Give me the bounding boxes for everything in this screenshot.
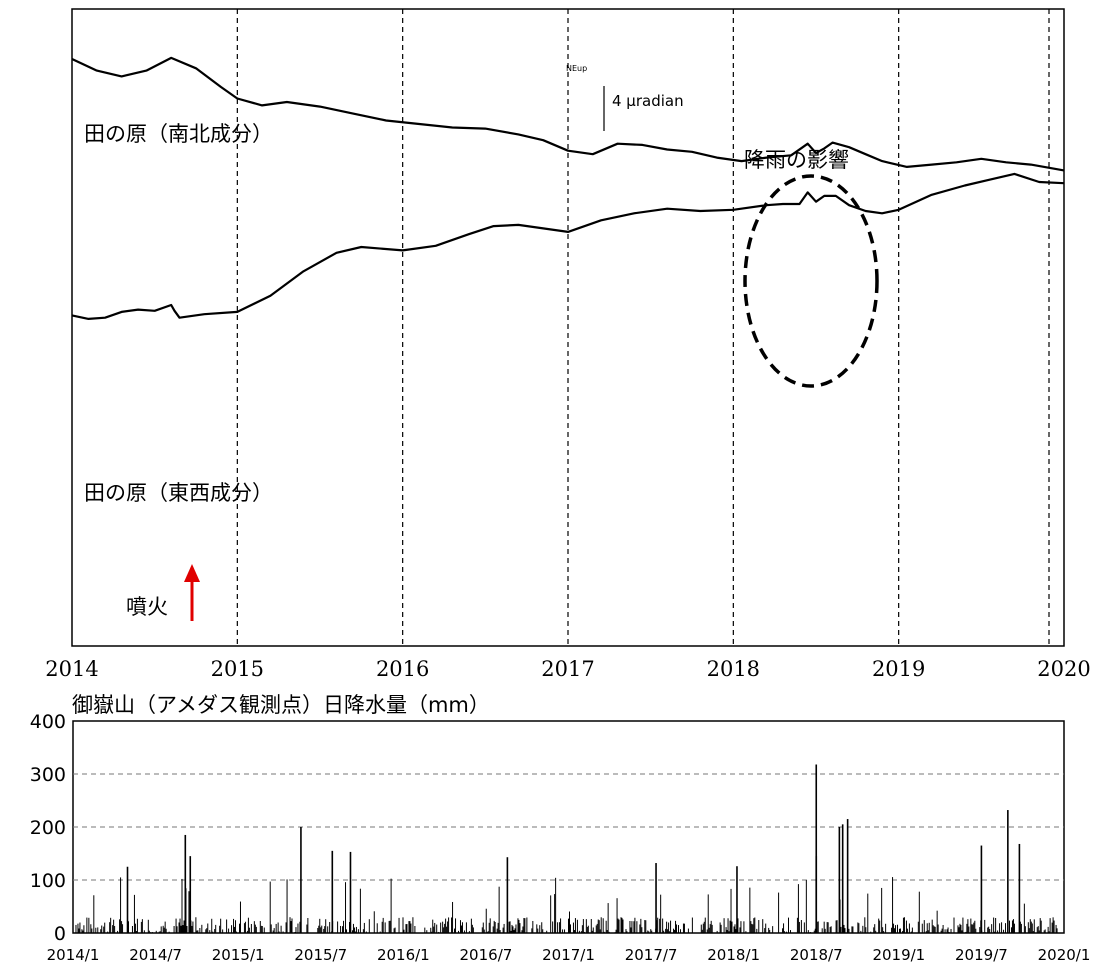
tilt-chart: 2014 2015 2016 2017 2018 2019 2020 田の原（南北成分） 田… xyxy=(45,8,1091,681)
eruption-arrow xyxy=(184,564,200,621)
rain-effect-ellipse xyxy=(743,174,879,388)
rainfall-x-tick-label: 2018/1 xyxy=(707,946,760,964)
rainfall-y-tick-label: 400 xyxy=(30,711,66,733)
ew-component-line xyxy=(71,172,1065,320)
scale-bar-label: 4 μradian xyxy=(612,92,684,110)
rainfall-y-tick-label: 300 xyxy=(30,764,66,786)
rainfall-x-tick-label: 2015/7 xyxy=(294,946,347,964)
rainfall-x-tick-label: 2016/7 xyxy=(460,946,513,964)
rainfall-x-tick-label: 2015/1 xyxy=(212,946,265,964)
year-tick-label: 2017 xyxy=(541,657,594,681)
rainfall-x-tick-label: 2019/1 xyxy=(872,946,925,964)
rainfall-x-tick-labels: 2014/1 2014/7 2015/1 2015/7 2016/1 2016/7 2017… xyxy=(47,946,1091,964)
tilt-year-tick-labels: 2014 2015 2016 2017 2018 2019 2020 xyxy=(45,657,1090,681)
year-tick-label: 2018 xyxy=(707,657,760,681)
rainfall-x-tick-label: 2017/7 xyxy=(625,946,678,964)
rainfall-x-tick-label: 2014/7 xyxy=(129,946,182,964)
rainfall-x-tick-label: 2016/1 xyxy=(377,946,430,964)
rainfall-x-tick-label: 2020/1 xyxy=(1038,946,1091,964)
year-tick-label: 2015 xyxy=(211,657,264,681)
rainfall-x-tick-label: 2019/7 xyxy=(955,946,1008,964)
rainfall-x-tick-label: 2017/1 xyxy=(542,946,595,964)
year-tick-label: 2019 xyxy=(872,657,925,681)
scale-bar-tag: NEup xyxy=(566,64,587,73)
year-tick-label: 2020 xyxy=(1037,657,1090,681)
ns-component-line xyxy=(71,56,1065,172)
year-tick-label: 2014 xyxy=(45,657,98,681)
rainfall-y-tick-label: 100 xyxy=(30,870,66,892)
rainfall-y-tick-label: 200 xyxy=(30,817,66,839)
rainfall-gridlines xyxy=(73,773,1064,881)
rainfall-y-tick-label: 0 xyxy=(54,923,66,945)
series-ns-label: 田の原（南北成分） xyxy=(84,122,273,146)
rain-effect-label: 降雨の影響 xyxy=(744,148,849,172)
rainfall-x-tick-label: 2014/1 xyxy=(47,946,100,964)
scale-bar: NEup 4 μradian xyxy=(566,64,684,131)
series-ew-label: 田の原（東西成分） xyxy=(84,481,273,505)
rainfall-bars xyxy=(72,764,1058,933)
tilt-series-lines xyxy=(71,56,1065,320)
year-tick-label: 2016 xyxy=(376,657,429,681)
tilt-year-gridlines xyxy=(236,9,1050,646)
eruption-label: 噴火 xyxy=(126,595,168,619)
rainfall-x-tick-label: 2018/7 xyxy=(790,946,843,964)
eruption-arrow-head xyxy=(184,564,200,582)
rainfall-plot-frame xyxy=(72,720,1065,934)
rainfall-y-tick-labels: 0 100 200 300 400 xyxy=(30,711,66,945)
